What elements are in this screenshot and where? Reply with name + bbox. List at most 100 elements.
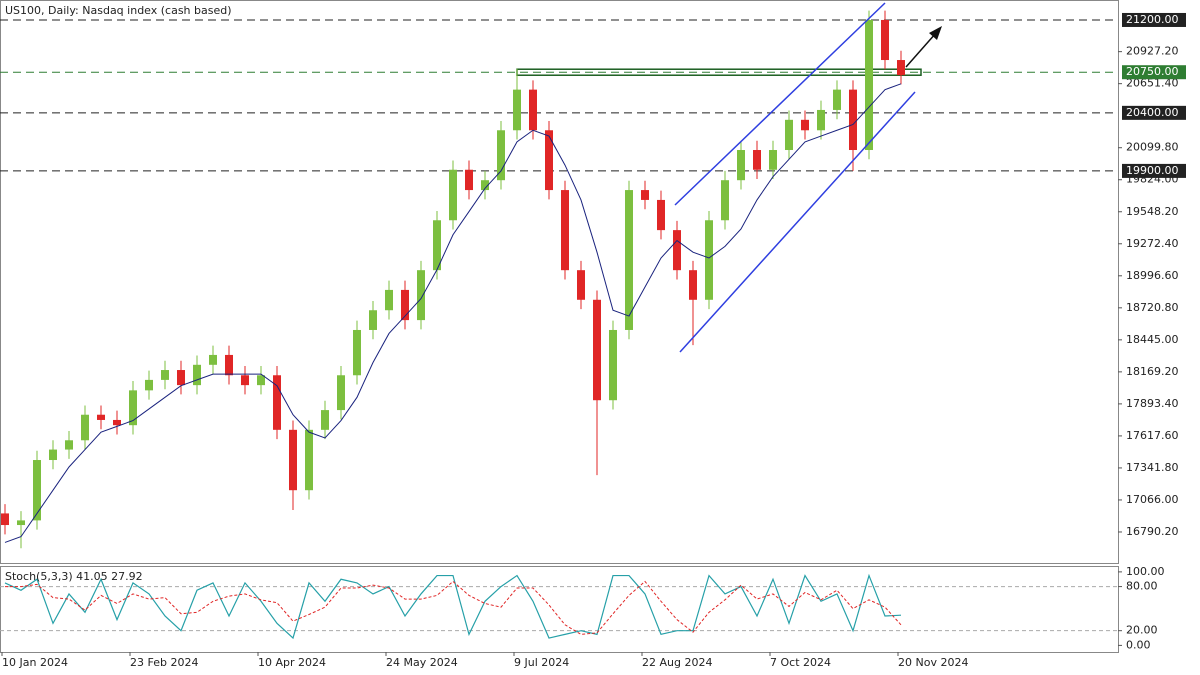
stoch-k [4, 573, 902, 640]
candle-body [241, 375, 249, 386]
indicator-tick-label: 0.00 [1126, 638, 1151, 651]
y-tick-label: 17341.80 [1126, 461, 1179, 474]
candle-body [817, 109, 825, 131]
moving-average [4, 83, 902, 543]
candle-body [209, 354, 217, 365]
level-label: 19900.00 [1126, 164, 1179, 177]
candle-body [49, 449, 57, 461]
candle-body [113, 419, 121, 426]
arrow-head [929, 26, 942, 40]
candle-body [529, 89, 537, 131]
candle-body [193, 364, 201, 386]
candle-body [673, 230, 681, 271]
candle-body [577, 270, 585, 300]
candle-body [785, 119, 793, 151]
y-tick-label: 18445.00 [1126, 333, 1179, 346]
candle-body [385, 289, 393, 311]
candle-body [129, 390, 137, 426]
y-tick-label: 18169.20 [1126, 365, 1179, 378]
y-tick-label: 17893.40 [1126, 397, 1179, 410]
candle-body [433, 220, 441, 271]
candle-body [833, 89, 841, 110]
candle-body [417, 270, 425, 321]
candle-body [641, 190, 649, 200]
y-tick-label: 16790.20 [1126, 525, 1179, 538]
indicator-panel [0, 566, 1119, 653]
y-tick-label: 19272.40 [1126, 237, 1179, 250]
main-panel [0, 0, 1119, 564]
candle-body [81, 414, 89, 441]
candle-body [897, 60, 905, 76]
candle-body [561, 190, 569, 271]
x-tick-label: 24 May 2024 [386, 656, 458, 669]
stoch-d [5, 580, 902, 635]
candle-body [625, 190, 633, 330]
indicator-tick-label: 20.00 [1126, 624, 1158, 637]
level-box [1122, 65, 1186, 80]
level-label: 21200.00 [1126, 13, 1179, 26]
level-box [1122, 163, 1186, 178]
y-tick-label: 20099.80 [1126, 141, 1179, 154]
y-tick-label: 18720.80 [1126, 301, 1179, 314]
candle-body [97, 414, 105, 420]
level-box [1122, 105, 1186, 120]
y-tick-label: 17617.60 [1126, 429, 1179, 442]
candle-body [737, 150, 745, 181]
candle-body [449, 169, 457, 221]
candle-body [609, 329, 617, 401]
x-tick-label: 22 Aug 2024 [642, 656, 712, 669]
candle-body [1, 513, 9, 526]
candle-body [657, 199, 665, 231]
indicator-tick-label: 80.00 [1126, 580, 1158, 593]
y-tick-label: 18996.60 [1126, 269, 1179, 282]
y-tick-label: 19548.20 [1126, 205, 1179, 218]
level-box [1122, 12, 1186, 27]
candle-body [369, 310, 377, 330]
indicator-tick-label: 100.00 [1126, 565, 1165, 578]
x-tick-label: 9 Jul 2024 [514, 656, 569, 669]
candle-body [865, 19, 873, 151]
channel-lower [679, 91, 916, 353]
candle-body [721, 180, 729, 221]
y-tick-label: 20927.20 [1126, 45, 1179, 58]
candle-body [881, 19, 889, 61]
candle-body [689, 270, 697, 300]
x-tick-label: 10 Jan 2024 [2, 656, 68, 669]
y-tick-label: 17066.00 [1126, 493, 1179, 506]
channel-upper [674, 2, 886, 206]
x-tick-label: 10 Apr 2024 [258, 656, 326, 669]
candle-body [465, 169, 473, 191]
chart-title: US100, Daily: Nasdaq index (cash based) [5, 4, 232, 17]
candle-body [353, 329, 361, 376]
level-label: 20750.00 [1126, 65, 1179, 78]
x-tick-label: 23 Feb 2024 [130, 656, 198, 669]
candle-body [513, 89, 521, 131]
arrow [905, 32, 937, 68]
candle-body [321, 410, 329, 430]
candle-body [161, 370, 169, 380]
x-tick-label: 7 Oct 2024 [770, 656, 831, 669]
candle-body [593, 299, 601, 401]
level-label: 20400.00 [1126, 106, 1179, 119]
candle-body [337, 375, 345, 411]
candle-body [65, 440, 73, 450]
candle-body [33, 460, 41, 521]
candle-body [705, 220, 713, 300]
candle-body [801, 119, 809, 131]
candle-body [481, 180, 489, 191]
candle-body [257, 375, 265, 386]
candle-body [17, 520, 25, 526]
candle-body [753, 150, 761, 170]
candle-body [305, 429, 313, 491]
candle-body [145, 379, 153, 391]
candle-body [497, 130, 505, 181]
candle-body [849, 89, 857, 151]
candle-body [769, 150, 777, 170]
candle-body [225, 354, 233, 376]
candle-body [401, 289, 409, 321]
candle-body [545, 130, 553, 191]
candle-body [289, 429, 297, 491]
indicator-label: Stoch(5,3,3) 41.05 27.92 [5, 570, 143, 583]
candle-body [177, 370, 185, 386]
